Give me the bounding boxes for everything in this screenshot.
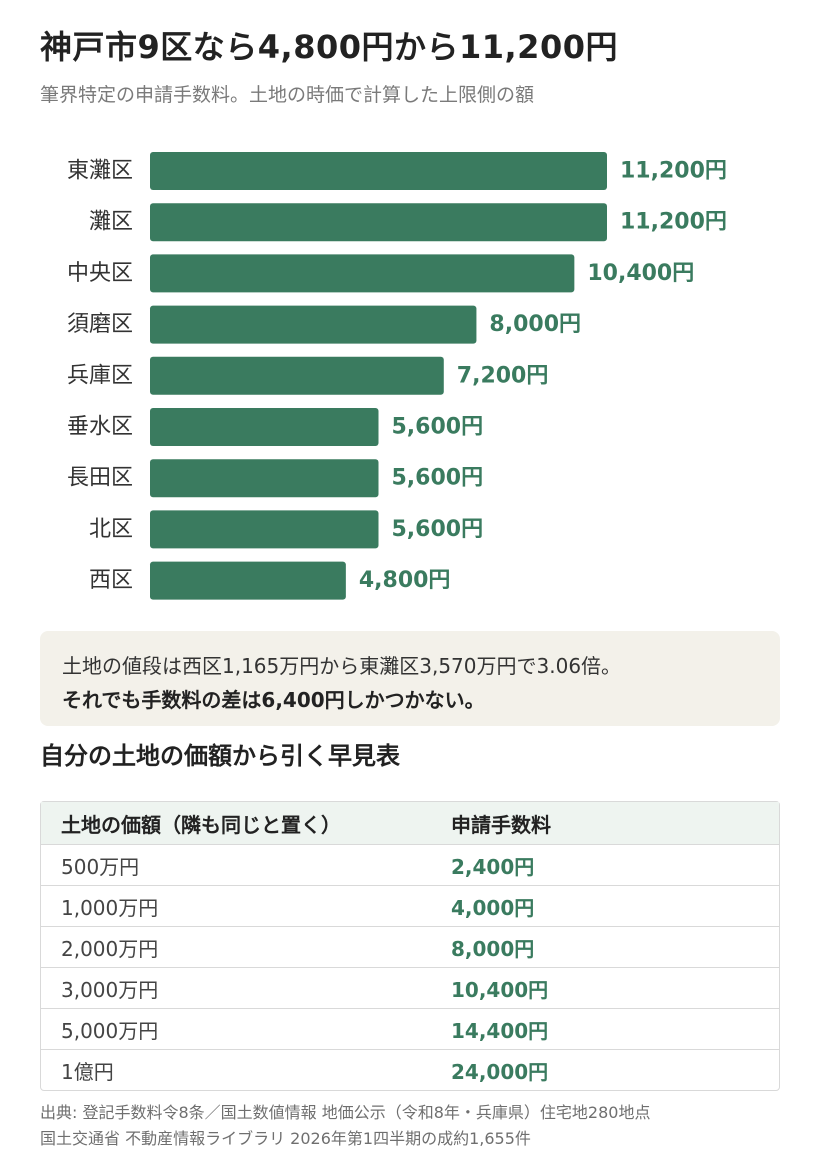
table-row: 1,000万円 4,000円 (41, 886, 779, 927)
page-subtitle: 筆界特定の申請手数料。土地の時価で計算した上限側の額 (40, 84, 535, 106)
bar (150, 152, 607, 190)
note-line-1: 土地の値段は西区1,165万円から東灘区3,570万円で3.06倍。 (62, 654, 622, 678)
table-title: 自分の土地の価額から引く早見表 (40, 742, 400, 770)
bar (150, 305, 477, 344)
table-row: 5,000万円 14,400円 (41, 1009, 779, 1050)
value-label: 8,000円 (489, 312, 581, 337)
page-title: 神戸市9区なら4,800円から11,200円 (40, 28, 618, 66)
table-cell-fee: 14,400円 (451, 1018, 549, 1043)
table-cell-land-value: 1,000万円 (61, 895, 159, 920)
category-label: 北区 (89, 517, 133, 542)
bar (150, 459, 379, 498)
value-label: 11,200円 (620, 159, 727, 184)
table-row: 500万円 2,400円 (41, 845, 779, 886)
table-cell-fee: 4,000円 (451, 895, 535, 920)
table-header-land-value: 土地の価額（隣も同じと置く） (61, 812, 341, 837)
table-cell-land-value: 5,000万円 (61, 1018, 159, 1043)
source-line-1: 出典: 登記手数料令8条／国土数値情報 地価公示（令和8年・兵庫県）住宅地280… (40, 1103, 651, 1122)
table-cell-land-value: 3,000万円 (61, 977, 159, 1002)
table-cell-fee: 24,000円 (451, 1059, 549, 1084)
category-label: 灘区 (89, 210, 133, 235)
category-label: 西区 (89, 568, 133, 593)
value-label: 5,600円 (392, 415, 484, 440)
category-label: 中央区 (67, 261, 133, 286)
bar (150, 203, 607, 242)
category-label: 垂水区 (67, 415, 133, 440)
category-label: 長田区 (67, 466, 133, 491)
table-header-row: 土地の価額（隣も同じと置く） 申請手数料 (41, 802, 779, 845)
bar (150, 561, 346, 600)
bar (150, 510, 379, 549)
category-label: 須磨区 (67, 312, 133, 337)
category-label: 兵庫区 (67, 363, 133, 388)
value-label: 7,200円 (457, 363, 549, 388)
table-cell-land-value: 2,000万円 (61, 936, 159, 961)
bar (150, 408, 379, 446)
table-cell-land-value: 500万円 (61, 854, 140, 879)
bar (150, 254, 575, 293)
table-cell-fee: 10,400円 (451, 977, 549, 1002)
value-label: 10,400円 (587, 261, 694, 286)
table-row: 1億円 24,000円 (41, 1050, 779, 1090)
value-label: 5,600円 (392, 517, 484, 542)
value-label: 11,200円 (620, 210, 727, 235)
table-cell-land-value: 1億円 (61, 1059, 114, 1084)
table-header-fee: 申請手数料 (451, 812, 551, 837)
source-line-2: 国土交通省 不動産情報ライブラリ 2026年第1四半期の成約1,655件 (40, 1129, 531, 1148)
value-label: 5,600円 (392, 466, 484, 491)
table-row: 2,000万円 8,000円 (41, 927, 779, 968)
source-note: 出典: 登記手数料令8条／国土数値情報 地価公示（令和8年・兵庫県）住宅地280… (40, 1100, 650, 1152)
table-cell-fee: 8,000円 (451, 936, 535, 961)
fee-table: 土地の価額（隣も同じと置く） 申請手数料 500万円 2,400円 1,000万… (40, 801, 780, 1091)
note-box: 土地の値段は西区1,165万円から東灘区3,570万円で3.06倍。 それでも手… (40, 631, 780, 726)
bar (150, 356, 444, 395)
value-label: 4,800円 (359, 568, 451, 593)
note-line-2: それでも手数料の差は6,400円しかつかない。 (62, 688, 485, 712)
table-row: 3,000万円 10,400円 (41, 968, 779, 1009)
table-cell-fee: 2,400円 (451, 854, 535, 879)
category-label: 東灘区 (67, 159, 133, 184)
